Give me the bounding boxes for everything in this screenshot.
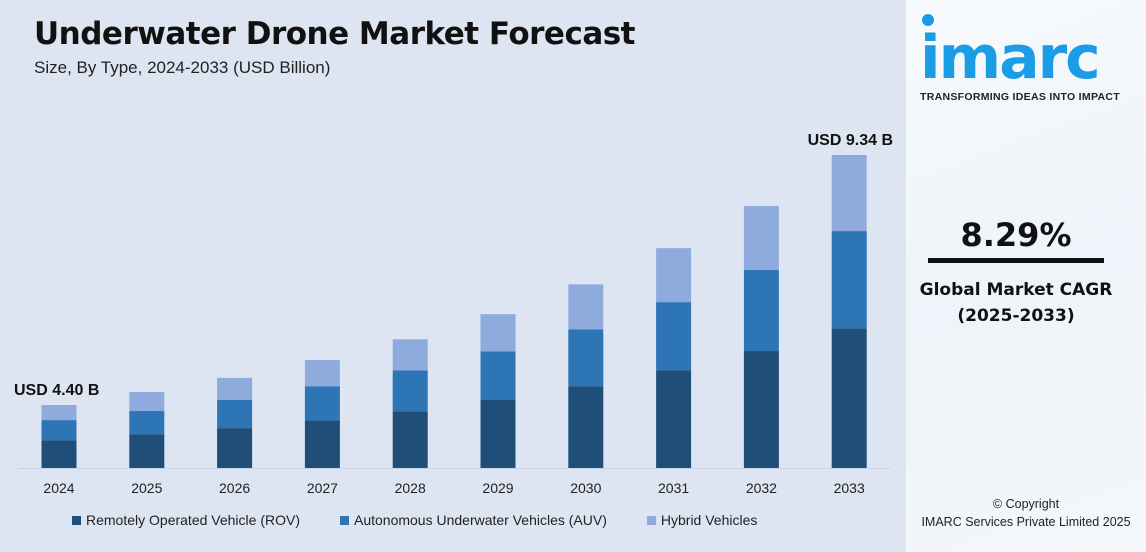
bar-segment-2028-1 <box>392 370 428 412</box>
data-label: USD 4.40 B <box>14 382 99 399</box>
x-tick-label: 2024 <box>43 480 74 496</box>
bar-segment-2024-1 <box>41 420 77 441</box>
x-tick-label: 2026 <box>219 480 250 496</box>
x-tick-label: 2028 <box>395 480 426 496</box>
legend-swatch <box>646 515 656 525</box>
chart-subtitle: Size, By Type, 2024-2033 (USD Billion) <box>34 58 331 77</box>
bar-segment-2024-2 <box>41 404 77 421</box>
bar-segment-2029-2 <box>480 314 516 352</box>
x-tick-label: 2032 <box>746 480 777 496</box>
copyright: © Copyright IMARC Services Private Limit… <box>906 495 1146 531</box>
bar-chart: 2024 USD 4.40 B 2025 2026 2027 2028 2029 2030 20… <box>14 132 893 496</box>
tagline: TRANSFORMING IDEAS INTO IMPACT <box>920 91 1120 103</box>
bar-segment-2031-1 <box>656 302 692 371</box>
bar-segment-2033-1 <box>831 231 867 329</box>
legend-swatch <box>72 515 81 525</box>
x-tick-label: 2029 <box>482 480 513 496</box>
bar-segment-2033-2 <box>831 155 867 232</box>
bar-segment-2025-0 <box>129 434 165 468</box>
legend-label: Autonomous Underwater Vehicles (AUV) <box>353 512 607 528</box>
divider <box>928 258 1104 263</box>
cagr-label-text: Global Market CAGR <box>919 280 1113 300</box>
bar-segment-2031-2 <box>656 248 692 303</box>
bar-segment-2027-2 <box>304 360 340 387</box>
bar-segment-2025-1 <box>129 411 165 435</box>
bar-segment-2029-0 <box>480 399 516 468</box>
cagr-period: (2025-2033) <box>957 306 1075 326</box>
cagr-value: 8.29% <box>960 216 1072 254</box>
x-tick-label: 2031 <box>658 480 689 496</box>
bar-segment-2028-0 <box>392 411 428 468</box>
bar-segment-2026-0 <box>217 428 253 468</box>
info-sidebar: imarc TRANSFORMING IDEAS INTO IMPACT 8.2… <box>906 0 1146 552</box>
x-tick-label: 2033 <box>834 480 865 496</box>
bar-segment-2025-2 <box>129 391 165 412</box>
x-tick-label: 2025 <box>131 480 162 496</box>
bar-segment-2032-2 <box>743 205 779 270</box>
cagr-label: Global Market CAGR (2025-2033) <box>906 277 1126 329</box>
bar-segment-2026-2 <box>217 377 253 400</box>
legend-item-hybrid: Hybrid Vehicles <box>646 512 758 528</box>
legend-item-auv: Autonomous Underwater Vehicles (AUV) <box>339 512 607 528</box>
bar-segment-2030-2 <box>568 284 604 330</box>
bar-segment-2027-0 <box>304 420 340 468</box>
data-label: USD 9.34 B <box>808 132 893 149</box>
bar-segment-2033-0 <box>831 328 867 468</box>
legend-item-rov: Remotely Operated Vehicle (ROV) <box>72 512 300 528</box>
bar-segment-2032-1 <box>743 269 779 352</box>
bar-segment-2031-0 <box>656 370 692 468</box>
legend-swatch <box>339 515 349 525</box>
bar-segment-2030-0 <box>568 386 604 468</box>
company-name: IMARC Services Private Limited 2025 <box>921 515 1131 529</box>
legend-label: Hybrid Vehicles <box>660 512 758 528</box>
legend: Remotely Operated Vehicle (ROV) Autonomo… <box>72 512 797 528</box>
x-tick-label: 2030 <box>570 480 601 496</box>
copyright-text: © Copyright <box>992 497 1060 511</box>
chart-panel: Underwater Drone Market Forecast Size, B… <box>0 0 906 552</box>
bar-segment-2032-0 <box>743 351 779 468</box>
bar-segment-2029-1 <box>480 351 516 400</box>
bar-segment-2024-0 <box>41 440 77 468</box>
chart-title: Underwater Drone Market Forecast <box>34 16 636 52</box>
bar-segment-2027-1 <box>304 386 340 421</box>
bar-segment-2026-1 <box>217 399 253 429</box>
bar-segment-2028-2 <box>392 339 428 371</box>
x-tick-label: 2027 <box>307 480 338 496</box>
logo-dot <box>922 14 934 26</box>
legend-label: Remotely Operated Vehicle (ROV) <box>86 512 300 528</box>
imarc-logo: imarc <box>920 23 1101 93</box>
bar-segment-2030-1 <box>568 329 604 387</box>
